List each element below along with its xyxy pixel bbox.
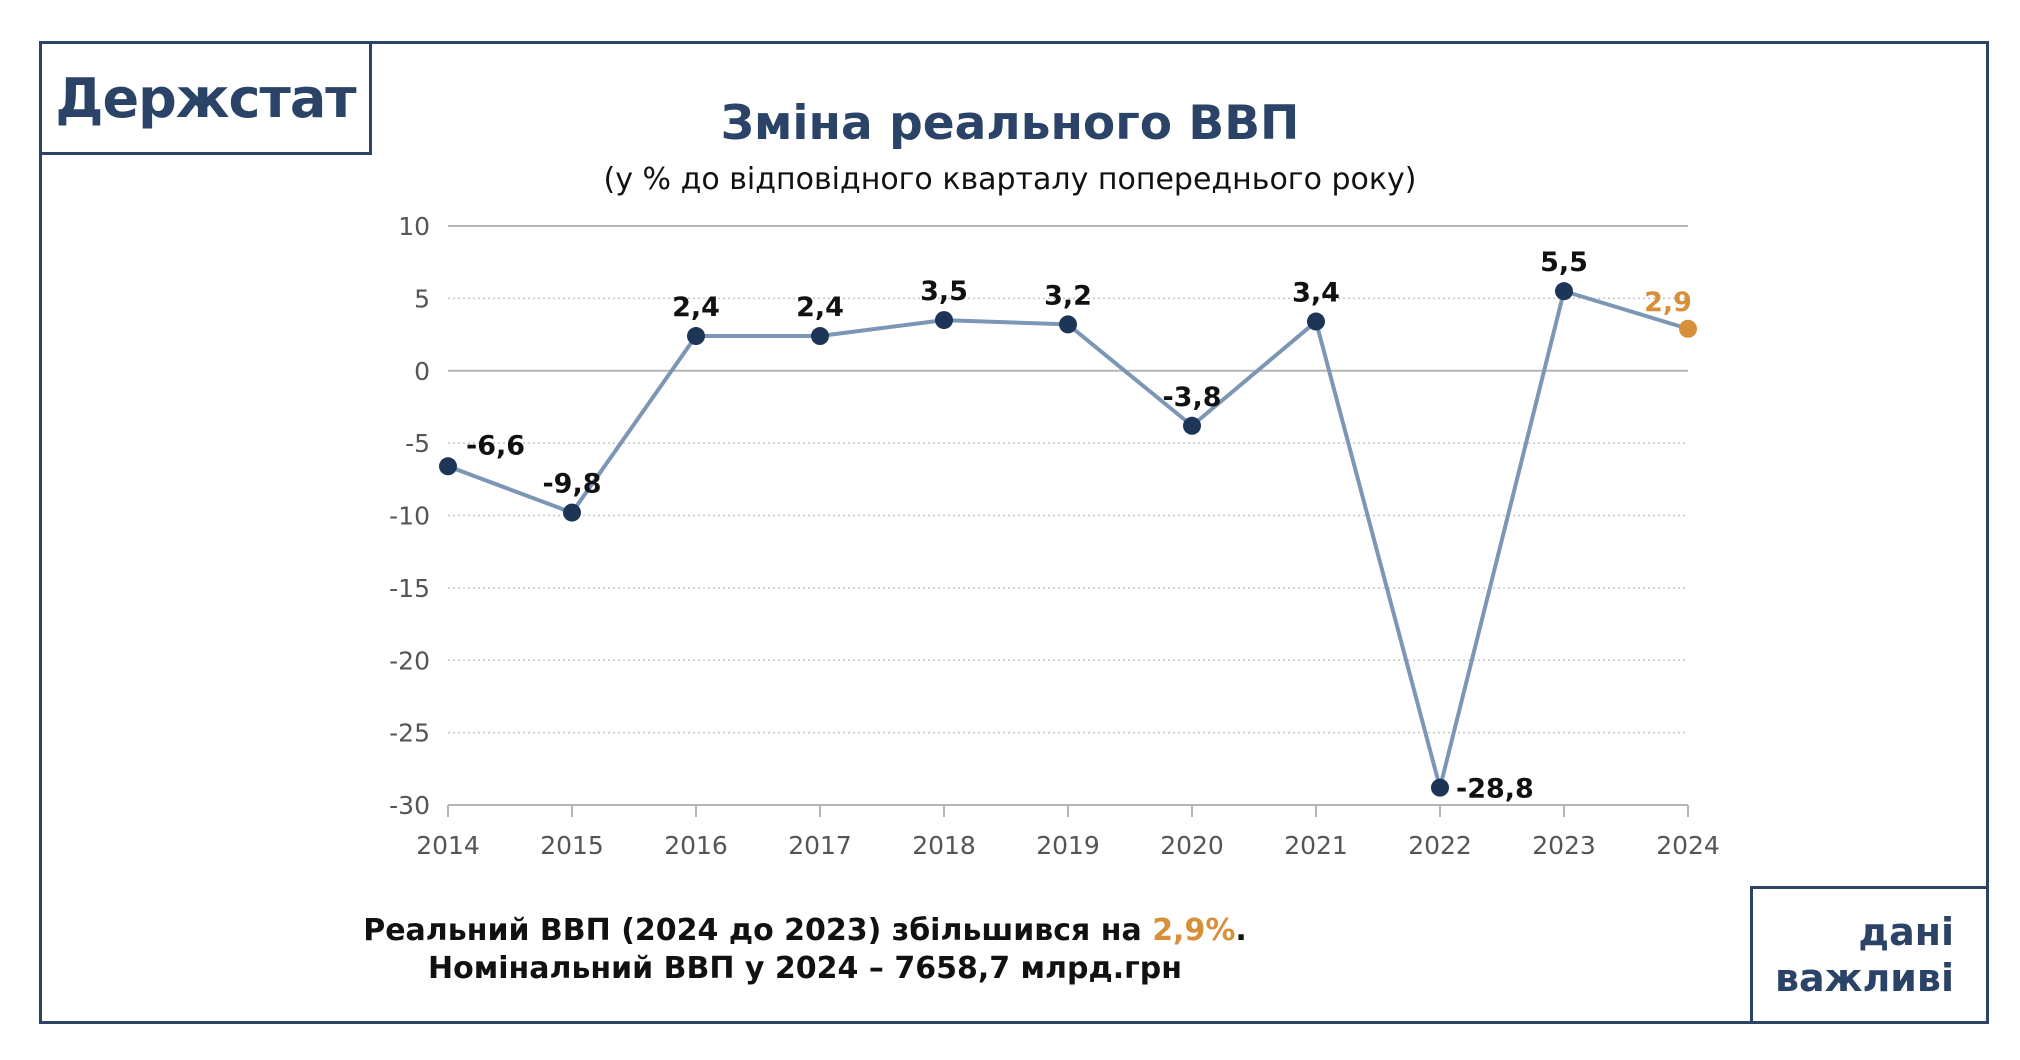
data-point: [1183, 416, 1201, 435]
logo-text: Держстат: [55, 66, 356, 130]
footer-line-1-suffix: .: [1235, 913, 1247, 948]
data-label: -28,8: [1456, 774, 1534, 805]
y-tick-label: -5: [405, 429, 430, 458]
data-point: [1059, 315, 1077, 334]
footer-line-1: Реальний ВВП (2024 до 2023) збільшився н…: [0, 913, 1610, 948]
y-tick-label: -15: [389, 574, 430, 603]
data-point: [935, 311, 953, 330]
series-line: [447, 289, 1689, 790]
footer-line-1-prefix: Реальний ВВП (2024 до 2023) збільшився н…: [363, 913, 1153, 948]
data-label: 2,4: [796, 292, 844, 323]
x-tick-label: 2018: [912, 831, 976, 860]
y-tick-label: 10: [398, 212, 430, 241]
data-label: 3,4: [1292, 278, 1340, 309]
data-point: [811, 327, 829, 346]
x-tick-label: 2021: [1284, 831, 1348, 860]
line-chart: 10 5 0 -5 -10 -15 -20 -25 -30 2014 2015 2016 2017 201…: [389, 212, 1720, 860]
badge-box: дані важливі: [1750, 886, 1989, 1024]
y-tick-label: -30: [389, 791, 430, 820]
x-tick-label: 2022: [1408, 831, 1472, 860]
data-point: [1431, 778, 1449, 797]
logo-box: Держстат: [39, 41, 372, 155]
y-tick-label: -25: [389, 719, 430, 748]
data-point: [1555, 282, 1573, 301]
y-tick-label: 0: [414, 357, 430, 386]
x-tick-label: 2015: [540, 831, 604, 860]
data-label-highlight: 2,9: [1644, 287, 1692, 318]
x-tick-label: 2014: [416, 831, 480, 860]
x-tick-label: 2023: [1532, 831, 1596, 860]
x-tick-label: 2016: [664, 831, 728, 860]
data-point: [563, 503, 581, 522]
badge-line-2: важливі: [1774, 956, 1954, 1000]
footer-line-1-value: 2,9%: [1152, 913, 1236, 948]
data-label: 3,5: [920, 276, 968, 307]
data-label: -6,6: [466, 430, 525, 461]
y-tick-label: -10: [389, 502, 430, 531]
data-label: 3,2: [1044, 280, 1092, 311]
x-tick-label: 2017: [788, 831, 852, 860]
data-label: -3,8: [1162, 382, 1221, 413]
x-tick-label: 2020: [1160, 831, 1224, 860]
data-label: 5,5: [1540, 247, 1588, 278]
data-point-highlight: [1679, 319, 1697, 338]
x-tick-label: 2024: [1656, 831, 1720, 860]
data-point: [1307, 312, 1325, 331]
data-point: [439, 457, 457, 476]
data-label: -9,8: [542, 469, 601, 500]
badge-line-1: дані: [1858, 910, 1954, 954]
chart-subtitle: (у % до відповідного кварталу попередньо…: [603, 162, 1417, 197]
x-tick-label: 2019: [1036, 831, 1100, 860]
footer-line-2: Номінальний ВВП у 2024 – 7658,7 млрд.грн: [428, 951, 1182, 986]
y-tick-label: -20: [389, 646, 430, 675]
data-point: [687, 327, 705, 346]
data-label: 2,4: [672, 292, 720, 323]
outer-frame: [39, 41, 1989, 1024]
chart-title: Зміна реального ВВП: [720, 96, 1300, 151]
y-tick-label: 5: [414, 284, 430, 313]
